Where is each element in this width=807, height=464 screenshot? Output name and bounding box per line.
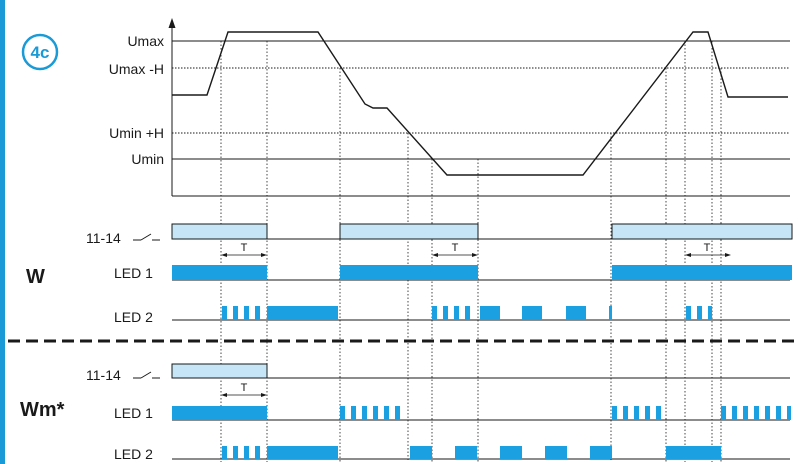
arrow-right-icon <box>261 253 267 257</box>
voltage-curve <box>172 31 788 176</box>
section-wm: Wm* 11-14 T LED 1 <box>20 363 791 462</box>
axis-arrow-icon <box>168 18 176 28</box>
relay-label-w: 11-14 <box>86 230 121 246</box>
led1-on-segment <box>172 265 267 280</box>
led1-on-segment <box>340 265 478 280</box>
arrow-left-icon <box>221 253 227 257</box>
figure-badge-label: 4c <box>31 43 50 62</box>
led1-label-wm: LED 1 <box>114 405 153 421</box>
led2-label-w: LED 2 <box>114 309 153 325</box>
relay-on-pulse <box>611 223 793 240</box>
time-guides <box>220 41 722 462</box>
led2-label-wm: LED 2 <box>114 446 153 462</box>
delay-marker: T <box>221 382 267 397</box>
relay-on-pulse <box>171 223 268 240</box>
voltage-levels: Umax Umax -H Umin +H Umin <box>109 33 790 167</box>
level-label-umax: Umax <box>127 33 164 49</box>
arrow-right-icon <box>261 393 267 397</box>
delay-label: T <box>241 242 248 254</box>
relay-contact-icon <box>133 371 160 379</box>
left-accent-bar <box>0 0 5 464</box>
delay-label: T <box>704 242 711 254</box>
delay-marker: T <box>221 242 267 257</box>
delay-label: T <box>241 382 248 394</box>
delay-marker: T <box>432 242 478 257</box>
figure-badge: 4c <box>21 33 59 71</box>
mode-label-w: W <box>26 266 45 288</box>
section-w: W 11-14 T T T <box>26 223 793 325</box>
relay-contact-icon <box>133 233 160 241</box>
arrow-right-icon <box>472 253 478 257</box>
relay-on-pulse <box>171 363 268 379</box>
led2-pulses-w <box>222 306 712 320</box>
delay-marker: T <box>685 242 731 257</box>
relay-label-wm: 11-14 <box>86 367 121 383</box>
level-label-umax-h: Umax -H <box>109 61 164 77</box>
arrow-left-icon <box>221 393 227 397</box>
led1-pulses-wm <box>172 406 791 420</box>
arrow-right-icon <box>725 253 731 257</box>
delay-label: T <box>452 242 459 254</box>
arrow-left-icon <box>685 253 691 257</box>
voltage-axis <box>168 18 790 197</box>
arrow-left-icon <box>432 253 438 257</box>
led2-pulses-wm <box>222 446 721 459</box>
mode-label-wm: Wm* <box>20 399 65 421</box>
relay-on-pulse <box>339 223 479 240</box>
level-label-umin-h: Umin +H <box>109 125 164 141</box>
level-label-umin: Umin <box>131 151 164 167</box>
led1-on-segment <box>612 265 792 280</box>
led1-label-w: LED 1 <box>114 265 153 281</box>
